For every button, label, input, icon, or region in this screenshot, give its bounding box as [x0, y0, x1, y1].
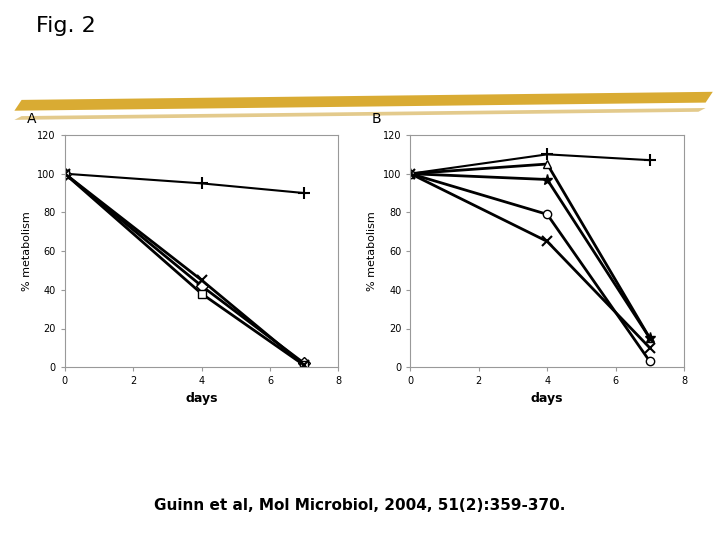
Polygon shape — [14, 92, 713, 111]
X-axis label: days: days — [531, 392, 564, 405]
Text: B: B — [372, 112, 382, 126]
Polygon shape — [14, 108, 706, 120]
Text: Guinn et al, Mol Microbiol, 2004, 51(2):359-370.: Guinn et al, Mol Microbiol, 2004, 51(2):… — [154, 498, 566, 513]
X-axis label: days: days — [185, 392, 218, 405]
Y-axis label: % metabolism: % metabolism — [367, 211, 377, 291]
Y-axis label: % metabolism: % metabolism — [22, 211, 32, 291]
Text: Fig. 2: Fig. 2 — [36, 16, 96, 36]
Text: A: A — [27, 112, 36, 126]
